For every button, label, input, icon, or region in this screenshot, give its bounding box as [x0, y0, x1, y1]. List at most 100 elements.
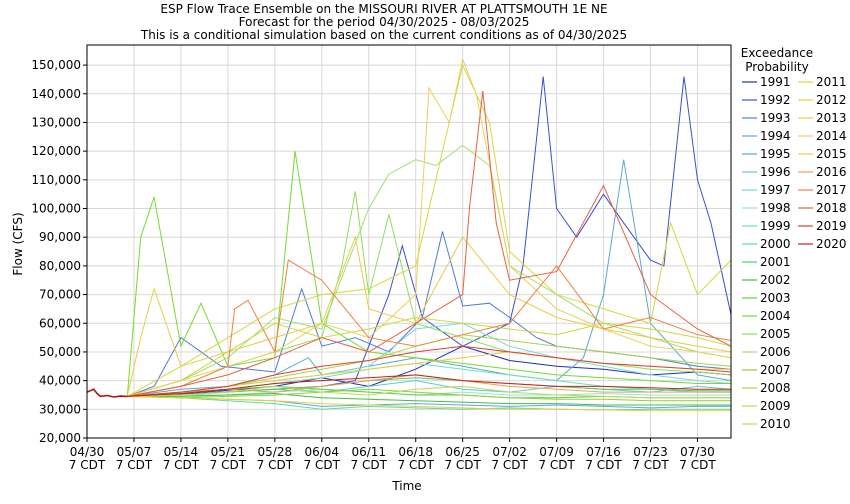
legend-label-2002: 2002 [760, 273, 791, 287]
x-tick-label-date: 07/30 [680, 445, 715, 459]
y-tick-label: 50,000 [39, 345, 81, 359]
series-line-2017 [127, 259, 732, 397]
chart-title-line-3: This is a conditional simulation based o… [140, 28, 627, 42]
x-tick-label-date: 06/18 [398, 445, 433, 459]
y-tick-label: 120,000 [31, 144, 81, 158]
x-tick-label-date: 07/23 [633, 445, 668, 459]
y-tick-label: 110,000 [31, 173, 81, 187]
y-tick-label: 40,000 [39, 374, 81, 388]
series-line-2002 [127, 392, 731, 406]
legend-label-2008: 2008 [760, 381, 791, 395]
y-tick-label: 130,000 [31, 115, 81, 129]
legend-label-2016: 2016 [816, 165, 847, 179]
legend-label-2003: 2003 [760, 291, 791, 305]
x-tick-label-date: 07/02 [492, 445, 527, 459]
series-line-2009 [127, 385, 731, 399]
x-tick-label-time: 7 CDT [210, 458, 247, 472]
x-tick-label-date: 05/07 [117, 445, 152, 459]
legend-label-2011: 2011 [816, 75, 847, 89]
x-tick-label-time: 7 CDT [398, 458, 435, 472]
series-line-2013 [126, 235, 732, 397]
series-line-1994 [127, 395, 731, 409]
y-tick-label: 150,000 [31, 58, 81, 72]
legend-label-2005: 2005 [760, 327, 791, 341]
y-tick-label: 20,000 [39, 431, 81, 445]
x-tick-label-date: 05/21 [211, 445, 246, 459]
series-line-2012 [127, 395, 731, 412]
x-tick-label-date: 07/09 [539, 445, 574, 459]
legend-label-2000: 2000 [760, 237, 791, 251]
chart-title: ESP Flow Trace Ensemble on the MISSOURI … [140, 2, 627, 42]
legend-label-2019: 2019 [816, 219, 847, 233]
x-tick-label-date: 07/16 [586, 445, 621, 459]
series-lines [86, 57, 732, 412]
legend-label-1995: 1995 [760, 147, 791, 161]
legend-label-1999: 1999 [760, 219, 791, 233]
series-line-1993 [127, 231, 732, 397]
legend-label-2013: 2013 [816, 111, 847, 125]
legend-label-1996: 1996 [760, 165, 791, 179]
x-tick-label-time: 7 CDT [444, 458, 481, 472]
x-tick-label-time: 7 CDT [304, 458, 341, 472]
legend-label-2018: 2018 [816, 201, 847, 215]
legend-label-2001: 2001 [760, 255, 791, 269]
y-tick-label: 30,000 [39, 402, 81, 416]
x-tick-label-date: 05/14 [164, 445, 199, 459]
observed-line [86, 388, 128, 398]
x-axis-label: Time [391, 479, 421, 493]
chart-title-line-2: Forecast for the period 04/30/2025 - 08/… [239, 15, 530, 29]
legend-label-2009: 2009 [760, 399, 791, 413]
legend-label-1997: 1997 [760, 183, 791, 197]
legend-label-1992: 1992 [760, 93, 791, 107]
legend-label-1998: 1998 [760, 201, 791, 215]
legend-label-2017: 2017 [816, 183, 847, 197]
series-line-2014 [127, 57, 732, 397]
y-tick-label: 80,000 [39, 259, 81, 273]
series-line-2000 [127, 395, 731, 411]
x-tick-label-time: 7 CDT [585, 458, 622, 472]
x-tick-label-time: 7 CDT [351, 458, 388, 472]
legend-title-line-1: Exceedance [741, 46, 813, 60]
legend-label-1993: 1993 [760, 111, 791, 125]
x-tick-label-time: 7 CDT [491, 458, 528, 472]
x-tick-label-date: 04/30 [70, 445, 105, 459]
series-line-1995 [127, 159, 732, 397]
legend-label-2007: 2007 [760, 363, 791, 377]
legend-label-2015: 2015 [816, 147, 847, 161]
series-line-2007 [127, 388, 731, 402]
legend-label-2014: 2014 [816, 129, 847, 143]
x-tick-label-time: 7 CDT [116, 458, 153, 472]
y-tick-label: 60,000 [39, 316, 81, 330]
series-line-2018 [127, 90, 732, 397]
x-tick-label-date: 05/28 [258, 445, 293, 459]
series-line-2010 [127, 316, 732, 397]
x-tick-label-date: 06/25 [445, 445, 480, 459]
legend: Exceedance Probability 19911992199319941… [741, 46, 847, 431]
series-line-2011 [127, 63, 732, 397]
y-axis-ticks: 20,000 30,000 40,000 50,000 60,000 70,000 80,0… [31, 58, 87, 445]
x-tick-label-date: 06/04 [304, 445, 339, 459]
plot-frame [86, 44, 732, 439]
series-line-2006 [127, 144, 732, 397]
y-tick-label: 70,000 [39, 288, 81, 302]
x-tick-label-time: 7 CDT [632, 458, 669, 472]
legend-title-line-2: Probability [745, 60, 808, 74]
legend-label-2020: 2020 [816, 237, 847, 251]
legend-label-2010: 2010 [760, 417, 791, 431]
y-tick-label: 140,000 [31, 87, 81, 101]
series-line-2004 [126, 151, 731, 397]
x-tick-label-time: 7 CDT [69, 458, 106, 472]
y-tick-label: 90,000 [39, 230, 81, 244]
x-tick-label-time: 7 CDT [257, 458, 294, 472]
x-tick-label-time: 7 CDT [679, 458, 716, 472]
series-line-1992 [127, 76, 732, 397]
y-axis-label: Flow (CFS) [11, 212, 25, 275]
x-tick-label-time: 7 CDT [538, 458, 575, 472]
series-line-2020 [127, 374, 731, 397]
y-tick-label: 100,000 [31, 202, 81, 216]
legend-label-1994: 1994 [760, 129, 791, 143]
chart-title-line-1: ESP Flow Trace Ensemble on the MISSOURI … [160, 2, 607, 16]
